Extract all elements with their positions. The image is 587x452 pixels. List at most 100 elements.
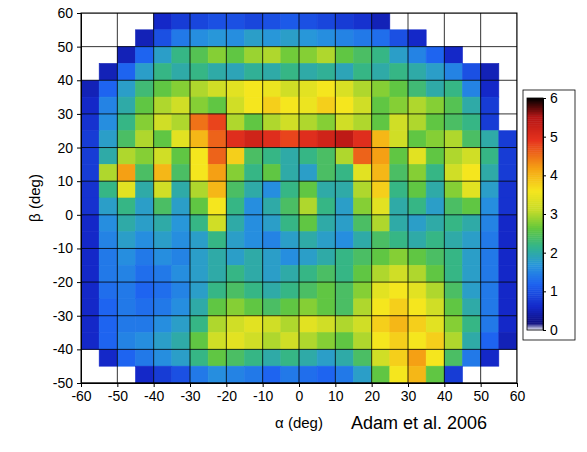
heatmap-cell — [154, 30, 172, 47]
heatmap-cell — [335, 181, 353, 198]
heatmap-cell — [354, 63, 372, 80]
heatmap-cell — [190, 316, 208, 333]
heatmap-cell — [426, 316, 444, 333]
heatmap-cell — [463, 282, 481, 299]
heatmap-cell — [335, 47, 353, 64]
colorbar-axis-line — [544, 99, 547, 331]
heatmap-cell — [117, 349, 135, 366]
x-axis-tick: -10 — [253, 383, 273, 404]
x-axis-tick: 20 — [364, 383, 380, 404]
heatmap-cell — [299, 232, 317, 249]
heatmap-cell — [136, 63, 154, 80]
heatmap-cell — [335, 30, 353, 47]
heatmap-cell — [208, 232, 226, 249]
heatmap-cell — [408, 366, 426, 383]
heatmap-cell — [208, 215, 226, 232]
heatmap-cell — [426, 248, 444, 265]
heatmap-cell — [426, 114, 444, 131]
heatmap-cell — [463, 114, 481, 131]
heatmap-cell — [154, 198, 172, 215]
heatmap-cell — [463, 215, 481, 232]
heatmap-cell — [245, 198, 263, 215]
heatmap-cell — [117, 181, 135, 198]
colorbar-axis-tick-mark — [543, 98, 546, 99]
heatmap-cell — [299, 349, 317, 366]
heatmap-cell — [481, 148, 499, 165]
heatmap-cell — [245, 265, 263, 282]
heatmap-cell — [481, 97, 499, 114]
grid-line-x — [153, 13, 154, 383]
heatmap-cell — [281, 97, 299, 114]
heatmap-cell — [317, 164, 335, 181]
heatmap-cell — [317, 366, 335, 383]
heatmap-cell — [372, 164, 390, 181]
heatmap-cell — [499, 131, 517, 148]
heatmap-cell — [263, 215, 281, 232]
heatmap-cell — [154, 316, 172, 333]
x-axis-tick-label: 60 — [510, 388, 526, 404]
heatmap-cell — [190, 215, 208, 232]
heatmap-cell — [226, 333, 244, 350]
heatmap-cell — [299, 366, 317, 383]
heatmap-cell — [408, 131, 426, 148]
heatmap-cell — [190, 80, 208, 97]
heatmap-cell — [281, 30, 299, 47]
heatmap-cell — [154, 97, 172, 114]
heatmap-cell — [335, 164, 353, 181]
y-axis-tick: -20 — [53, 274, 81, 290]
heatmap-cell — [281, 148, 299, 165]
heatmap-cell — [281, 114, 299, 131]
heatmap-cell — [335, 282, 353, 299]
grid-line-y — [81, 147, 517, 148]
x-axis-line — [82, 384, 518, 388]
x-axis-tick: -50 — [108, 383, 128, 404]
heatmap-cell — [444, 248, 462, 265]
heatmap-cell — [226, 63, 244, 80]
colorbar-box — [523, 90, 575, 340]
heatmap-cell — [444, 299, 462, 316]
heatmap-cell — [208, 97, 226, 114]
heatmap-cell — [463, 80, 481, 97]
heatmap-cell — [354, 114, 372, 131]
y-axis-tick: 20 — [57, 140, 81, 156]
heatmap-cell — [154, 232, 172, 249]
heatmap-cell — [317, 248, 335, 265]
heatmap-cell — [354, 349, 372, 366]
colorbar — [527, 98, 543, 331]
grid-line-x — [117, 13, 118, 383]
heatmap-cell — [444, 349, 462, 366]
grid-line-x — [226, 13, 227, 383]
heatmap-cell — [390, 299, 408, 316]
y-axis: -50-40-30-20-100102030405060 — [53, 5, 82, 391]
heatmap-cell — [136, 114, 154, 131]
heatmap-cell — [136, 164, 154, 181]
heatmap-cell — [335, 80, 353, 97]
y-axis-tick-label: -20 — [53, 274, 73, 290]
heatmap-cell — [426, 265, 444, 282]
heatmap-cell — [245, 316, 263, 333]
x-axis-tick-mark — [299, 383, 300, 387]
x-axis-tick-label: 40 — [437, 388, 453, 404]
heatmap-cell — [426, 164, 444, 181]
colorbar-axis-tick-label: 5 — [550, 129, 558, 145]
x-axis-tick-label: -10 — [253, 388, 273, 404]
heatmap-cell — [426, 181, 444, 198]
heatmap-cell — [263, 333, 281, 350]
heatmap-cell — [208, 114, 226, 131]
colorbar-axis-tick-mark — [543, 175, 546, 176]
heatmap-cell — [281, 181, 299, 198]
heatmap-cell — [263, 148, 281, 165]
grid-line-y — [81, 214, 517, 215]
colorbar-axis-tick: 1 — [543, 283, 558, 299]
heatmap-cell — [390, 30, 408, 47]
heatmap-cell — [99, 80, 117, 97]
grid — [81, 13, 517, 383]
heatmap-cell — [154, 131, 172, 148]
heatmap-cell — [481, 333, 499, 350]
colorbar-axis-tick-label: 4 — [550, 167, 558, 183]
heatmap-cell — [190, 181, 208, 198]
grid-line-x — [299, 13, 300, 383]
heatmap-cell — [408, 97, 426, 114]
heatmap-cell — [208, 282, 226, 299]
heatmap-cell — [172, 299, 190, 316]
